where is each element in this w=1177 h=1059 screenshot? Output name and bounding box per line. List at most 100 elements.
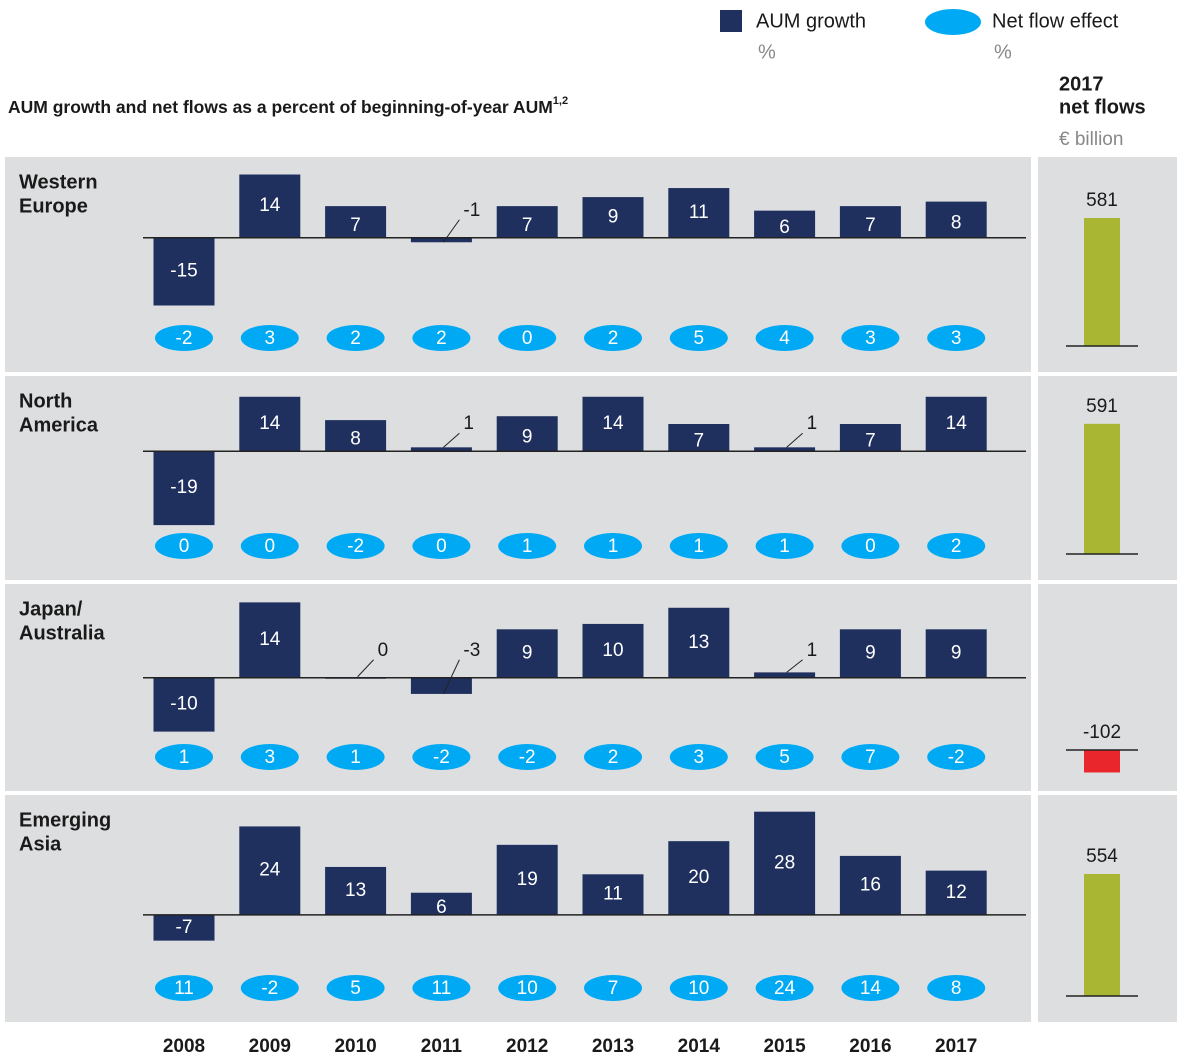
bar-label: 13 bbox=[688, 632, 709, 653]
bar-label: 9 bbox=[522, 427, 533, 448]
net-flow-ellipse bbox=[755, 744, 814, 770]
bar-label: 9 bbox=[865, 643, 876, 664]
panel-label: America bbox=[19, 414, 99, 436]
bar-label: 1 bbox=[807, 413, 818, 434]
bar bbox=[239, 396, 301, 452]
bar-label: -15 bbox=[170, 261, 197, 282]
bar-label: 20 bbox=[688, 867, 709, 888]
bar bbox=[153, 677, 215, 732]
net-flow-label: 7 bbox=[865, 747, 876, 768]
side-unit: € billion bbox=[1059, 129, 1123, 150]
bar bbox=[668, 424, 730, 452]
bar bbox=[925, 629, 987, 678]
bar bbox=[582, 197, 644, 238]
bar-label: 6 bbox=[779, 217, 790, 238]
panel-label: Emerging bbox=[19, 809, 111, 831]
net-flow-label: 14 bbox=[860, 978, 882, 999]
net-flow-ellipse bbox=[412, 975, 471, 1001]
net-flow-ellipse bbox=[669, 325, 728, 351]
leader-line bbox=[357, 659, 374, 678]
bar bbox=[839, 855, 901, 915]
bar bbox=[153, 914, 215, 941]
legend-label: Net flow effect bbox=[992, 10, 1119, 32]
net-flow-label: -2 bbox=[948, 747, 965, 768]
net-flow-ellipse bbox=[841, 975, 900, 1001]
x-tick-label: 2013 bbox=[592, 1036, 634, 1057]
net-flow-label: 8 bbox=[951, 978, 962, 999]
net-flow-ellipse bbox=[155, 533, 213, 559]
bar bbox=[496, 629, 558, 678]
leader-line bbox=[786, 432, 803, 448]
bar-label: 6 bbox=[436, 897, 447, 918]
net-flow-label: 2 bbox=[350, 328, 361, 349]
net-flow-ellipse bbox=[326, 325, 385, 351]
bar bbox=[410, 447, 472, 452]
bar bbox=[239, 826, 301, 915]
net-flow-ellipse bbox=[326, 744, 385, 770]
bar bbox=[754, 447, 816, 452]
net-flow-label: 5 bbox=[350, 978, 361, 999]
net-flow-ellipse bbox=[412, 325, 471, 351]
bar bbox=[754, 672, 816, 678]
net-flow-label: 0 bbox=[179, 536, 190, 557]
x-tick-label: 2016 bbox=[849, 1036, 891, 1057]
net-flow-label: 2 bbox=[608, 747, 619, 768]
net-flow-label: 2 bbox=[951, 536, 962, 557]
net-flow-ellipse bbox=[240, 533, 299, 559]
net-flow-label: 0 bbox=[265, 536, 276, 557]
panel-label: Japan/ bbox=[19, 598, 83, 620]
x-tick-label: 2014 bbox=[678, 1036, 721, 1057]
leader-line bbox=[442, 659, 460, 695]
bar-label: 12 bbox=[946, 882, 967, 903]
net-flow-ellipse bbox=[412, 533, 471, 559]
side-bar bbox=[1084, 873, 1120, 996]
net-flow-ellipse bbox=[498, 325, 557, 351]
net-flow-label: 11 bbox=[432, 978, 452, 999]
net-flow-ellipse bbox=[841, 533, 900, 559]
legend-unit: % bbox=[994, 41, 1012, 63]
net-flow-label: 0 bbox=[522, 328, 533, 349]
net-flow-ellipse bbox=[755, 325, 814, 351]
panel-label: Western bbox=[19, 171, 98, 193]
bar-label: 13 bbox=[345, 880, 366, 901]
side-label: 554 bbox=[1086, 846, 1118, 867]
net-flow-ellipse bbox=[155, 744, 213, 770]
leader-line bbox=[786, 659, 803, 673]
bar-label: 14 bbox=[259, 195, 281, 216]
x-tick-label: 2010 bbox=[334, 1036, 376, 1057]
leader-line bbox=[442, 219, 460, 243]
bar-label: 8 bbox=[951, 213, 962, 234]
net-flow-label: 3 bbox=[694, 747, 705, 768]
net-flow-ellipse bbox=[755, 533, 814, 559]
net-flow-ellipse bbox=[584, 325, 642, 351]
bar bbox=[754, 811, 816, 915]
bar-label: 14 bbox=[259, 629, 281, 650]
bar bbox=[925, 870, 987, 915]
net-flow-ellipse bbox=[155, 975, 213, 1001]
panel-label: Europe bbox=[19, 195, 88, 217]
panel-label: Australia bbox=[19, 622, 105, 644]
bar bbox=[839, 424, 901, 452]
net-flow-label: 24 bbox=[774, 978, 796, 999]
net-flow-ellipse bbox=[584, 975, 642, 1001]
bar-label: -10 bbox=[170, 694, 197, 715]
bar bbox=[925, 396, 987, 452]
net-flow-label: -2 bbox=[176, 328, 193, 349]
side-label: -102 bbox=[1083, 722, 1121, 743]
bar-label: 7 bbox=[350, 215, 361, 236]
net-flow-label: 5 bbox=[694, 328, 705, 349]
net-flow-label: -2 bbox=[347, 536, 364, 557]
net-flow-label: 5 bbox=[779, 747, 790, 768]
bar bbox=[153, 451, 215, 526]
net-flow-label: 1 bbox=[350, 747, 361, 768]
bar-label: 28 bbox=[774, 852, 795, 873]
net-flow-label: 1 bbox=[608, 536, 619, 557]
bar bbox=[410, 677, 472, 694]
net-flow-label: 10 bbox=[688, 978, 709, 999]
net-flow-ellipse bbox=[498, 533, 557, 559]
bar bbox=[582, 623, 644, 678]
net-flow-label: 1 bbox=[522, 536, 533, 557]
bar bbox=[325, 420, 387, 452]
net-flow-ellipse bbox=[927, 533, 986, 559]
net-flow-ellipse bbox=[326, 533, 385, 559]
